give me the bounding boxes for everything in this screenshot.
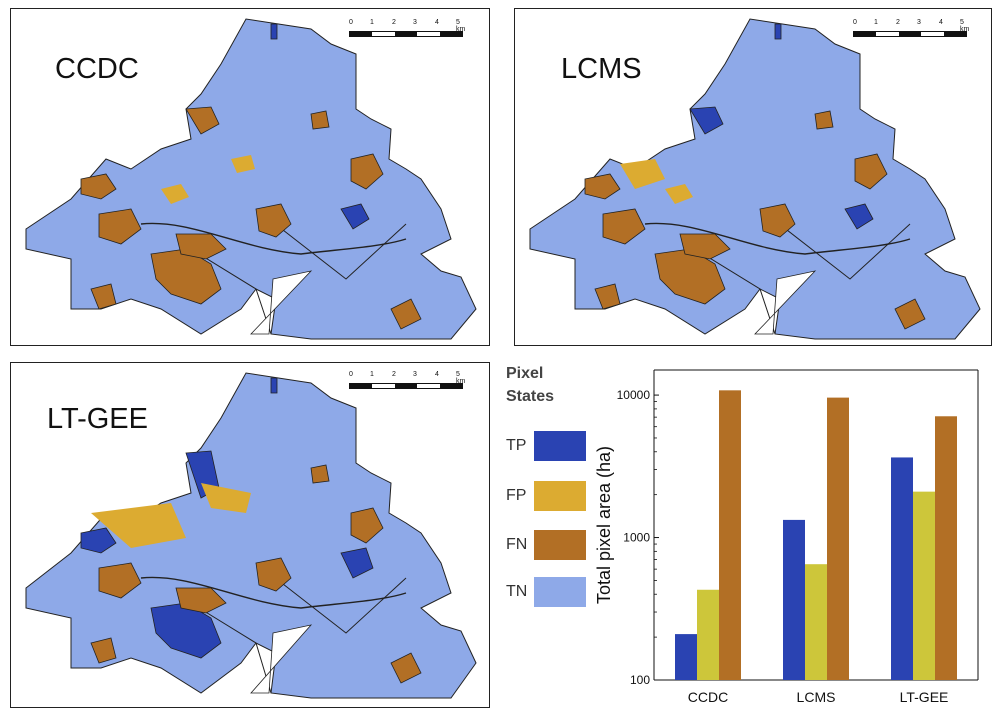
legend-title-line: Pixel <box>506 365 544 382</box>
scale-tick: 3 <box>413 19 417 26</box>
scale-tick: 4 <box>939 19 943 26</box>
map-lt-gee <box>25 372 477 699</box>
map-ccdc <box>25 18 477 340</box>
y-axis-label: Total pixel area (ha) <box>594 446 614 604</box>
scale-bar: 0 1 2 3 4 5 km <box>349 19 469 45</box>
legend-label: FN <box>506 536 528 553</box>
scale-tick: 2 <box>392 371 396 378</box>
scale-tick: 1 <box>370 19 374 26</box>
y-tick-label: 10000 <box>617 388 651 402</box>
legend-title-line: States <box>506 388 555 405</box>
legend-swatch <box>534 577 586 607</box>
region-map <box>529 18 981 340</box>
scale-tick: 0 <box>349 371 353 378</box>
bar <box>913 491 935 680</box>
bar <box>675 634 697 680</box>
x-tick-label: LT-GEE <box>900 689 949 705</box>
scale-tick: 4 <box>435 19 439 26</box>
bar <box>827 397 849 680</box>
scale-tick: 3 <box>917 19 921 26</box>
scale-tick: 5 km <box>456 371 466 385</box>
legend-swatch <box>534 530 586 560</box>
scale-tick: 3 <box>413 371 417 378</box>
bar <box>697 589 719 680</box>
legend-swatch <box>534 481 586 511</box>
bar <box>891 457 913 680</box>
bar <box>805 564 827 680</box>
scale-tick: 1 <box>370 371 374 378</box>
scale-tick: 0 <box>853 19 857 26</box>
legend-title: Pixel States <box>506 362 554 408</box>
region-map <box>25 372 477 699</box>
bar <box>935 416 957 680</box>
map-panel-lcms: LCMS 0 1 2 3 4 5 km <box>514 8 992 346</box>
bar-chart: 100 1000 10000 Total pixel area (ha) CCDC LCM… <box>594 369 979 705</box>
scale-tick: 1 <box>874 19 878 26</box>
scale-tick: 2 <box>392 19 396 26</box>
y-tick-label: 100 <box>630 673 650 687</box>
scale-bar: 0 1 2 3 4 5 km <box>349 371 469 397</box>
panel-title: LCMS <box>561 53 642 85</box>
panel-title: CCDC <box>55 53 139 85</box>
legend-label: TN <box>506 583 528 600</box>
panel-title: LT-GEE <box>47 403 148 435</box>
x-tick-label: LCMS <box>797 689 836 705</box>
scale-bar: 0 1 2 3 4 5 km <box>853 19 973 45</box>
scale-tick: 5 km <box>960 19 970 33</box>
legend-swatch <box>534 431 586 461</box>
x-tick-label: CCDC <box>688 689 728 705</box>
bar <box>783 519 805 680</box>
scale-tick: 2 <box>896 19 900 26</box>
scale-tick: 4 <box>435 371 439 378</box>
y-tick-label: 1000 <box>623 531 650 545</box>
scale-tick: 0 <box>349 19 353 26</box>
bar <box>719 390 741 680</box>
map-panel-ccdc: CCDC 0 1 2 3 4 5 km <box>10 8 490 346</box>
map-lcms <box>529 18 981 340</box>
legend-label: FP <box>506 487 527 504</box>
region-map <box>25 18 477 340</box>
map-panel-lt-gee: LT-GEE 0 1 2 3 4 5 km <box>10 362 490 708</box>
scale-tick: 5 km <box>456 19 466 33</box>
legend-label: TP <box>506 437 527 454</box>
